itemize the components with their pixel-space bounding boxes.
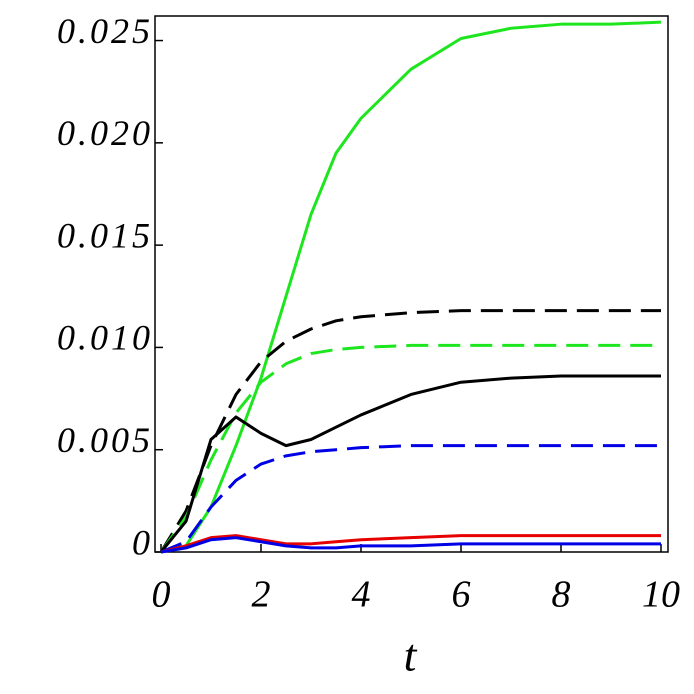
- y-tick-label: 0.015: [57, 215, 153, 255]
- y-tick-label: 0: [132, 522, 153, 562]
- data-line: [159, 374, 661, 553]
- data-line: [160, 20, 662, 554]
- y-tick-label: 0.005: [57, 420, 153, 460]
- data-line: [160, 444, 661, 554]
- y-tick-label: 0.010: [57, 318, 153, 358]
- x-tick-label: 4: [352, 574, 371, 616]
- x-tick-label: 2: [252, 574, 271, 616]
- x-tick-label: 10: [642, 574, 680, 616]
- x-axis-label: t: [404, 630, 418, 681]
- data-line: [159, 309, 661, 553]
- data-line: [160, 534, 661, 554]
- x-tick-label: 0: [152, 574, 171, 616]
- data-line: [159, 343, 661, 553]
- plot-frame: [154, 15, 669, 553]
- x-tick-label: 8: [552, 574, 571, 616]
- y-tick-label: 0.020: [57, 113, 153, 153]
- x-tick-label: 6: [452, 574, 471, 616]
- y-tick-label: 0.025: [57, 11, 153, 51]
- data-line: [160, 536, 661, 554]
